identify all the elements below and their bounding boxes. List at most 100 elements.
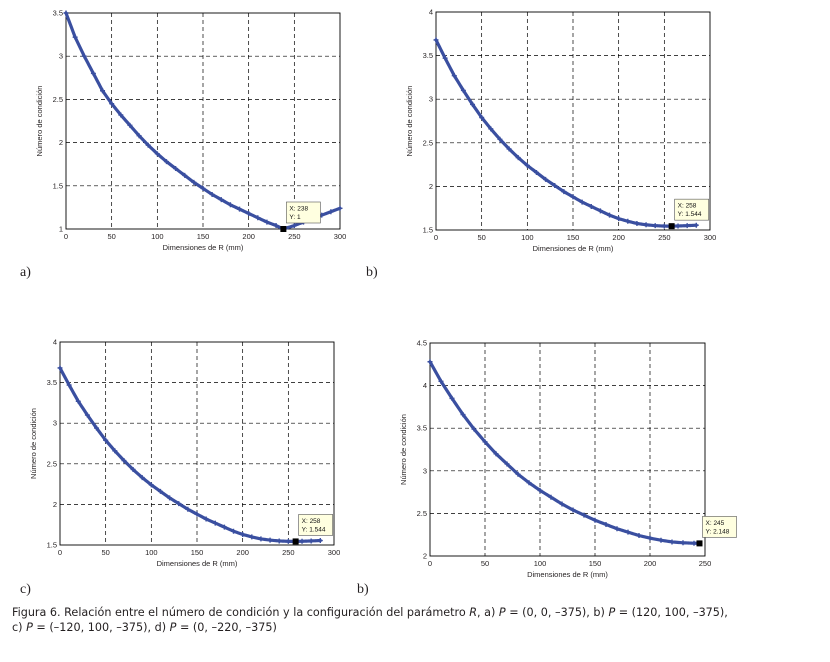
data-point xyxy=(264,219,270,225)
data-point xyxy=(203,516,209,522)
data-point xyxy=(249,534,255,540)
data-point xyxy=(200,185,206,191)
x-tick-label: 0 xyxy=(434,233,438,242)
y-tick-label: 1 xyxy=(59,225,63,234)
data-point xyxy=(691,540,697,546)
data-point xyxy=(136,133,142,139)
data-point xyxy=(148,482,154,488)
data-point xyxy=(533,169,539,175)
data-point xyxy=(121,458,127,464)
data-point xyxy=(427,359,433,365)
datatip-box xyxy=(286,201,321,224)
data-point xyxy=(506,146,512,152)
datatip-y: Y: 2.148 xyxy=(706,528,730,535)
data-point xyxy=(212,520,218,526)
y-tick-label: 3.5 xyxy=(53,9,63,18)
data-point xyxy=(127,122,133,128)
data-point xyxy=(240,531,246,537)
data-point xyxy=(112,448,118,454)
data-point xyxy=(157,488,163,494)
x-tick-label: 100 xyxy=(534,559,547,568)
data-point xyxy=(167,495,173,501)
data-point xyxy=(75,398,81,404)
data-point xyxy=(515,471,521,477)
x-tick-label: 50 xyxy=(101,548,109,557)
data-point xyxy=(661,223,667,229)
x-tick-label: 200 xyxy=(236,548,249,557)
y-tick-label: 3.5 xyxy=(417,424,427,433)
y-tick-label: 2 xyxy=(53,500,57,509)
data-point xyxy=(209,191,215,197)
data-point xyxy=(515,155,521,161)
data-point xyxy=(72,34,78,40)
series-line xyxy=(428,360,702,545)
data-point xyxy=(643,222,649,228)
axes-box xyxy=(65,12,341,230)
data-point xyxy=(176,501,182,507)
data-point xyxy=(482,439,488,445)
y-tick-label: 2 xyxy=(59,138,63,147)
data-point xyxy=(130,466,136,472)
datatip-marker xyxy=(668,223,675,230)
y-tick-label: 3 xyxy=(423,466,427,475)
data-point xyxy=(299,538,305,544)
data-point xyxy=(559,501,565,507)
data-point xyxy=(258,536,264,542)
y-tick-label: 1.5 xyxy=(47,541,57,550)
data-point xyxy=(227,202,233,208)
x-tick-label: 200 xyxy=(612,233,625,242)
data-point xyxy=(100,88,106,94)
data-point xyxy=(647,535,653,541)
data-point xyxy=(570,507,576,513)
data-point xyxy=(543,176,549,182)
y-tick-label: 2 xyxy=(429,182,433,191)
axes-box xyxy=(435,11,711,231)
data-point xyxy=(471,426,477,432)
data-point xyxy=(285,538,291,544)
y-tick-label: 2.5 xyxy=(417,509,427,518)
data-point xyxy=(337,205,343,211)
x-tick-label: 0 xyxy=(428,559,432,568)
data-point xyxy=(267,537,273,543)
data-point xyxy=(693,222,699,228)
x-tick-label: 100 xyxy=(521,233,534,242)
y-tick-label: 3 xyxy=(59,52,63,61)
x-tick-label: 250 xyxy=(658,233,671,242)
datatip-marker xyxy=(292,538,299,545)
x-tick-label: 150 xyxy=(191,548,204,557)
x-axis-label: Dimensiones de R (mm) xyxy=(163,243,244,252)
data-point xyxy=(438,378,444,384)
x-tick-label: 300 xyxy=(328,548,341,557)
data-point xyxy=(163,159,169,165)
x-tick-label: 50 xyxy=(481,559,489,568)
data-point xyxy=(154,151,160,157)
x-axis-label: Dimensiones de R (mm) xyxy=(527,570,608,579)
y-tick-label: 4.5 xyxy=(417,339,427,348)
x-tick-label: 50 xyxy=(477,233,485,242)
datatip-x: X: 258 xyxy=(302,518,321,525)
chart-a: 0 50 100 150 200 250 300 1 1.5 2 2.5 3 3.5 Dimensione… xyxy=(35,9,346,253)
datatip-y: Y: 1 xyxy=(289,214,301,221)
data-point xyxy=(139,475,145,481)
y-axis-label: Número de condición xyxy=(29,408,38,479)
data-point xyxy=(118,112,124,118)
x-tick-label: 150 xyxy=(197,232,210,241)
y-tick-label: 4 xyxy=(53,338,57,347)
data-point xyxy=(603,521,609,527)
data-point xyxy=(255,215,261,221)
data-point xyxy=(451,73,457,79)
data-point xyxy=(185,506,191,512)
panel-label-c: c) xyxy=(20,582,31,597)
data-point xyxy=(145,142,151,148)
y-tick-label: 4 xyxy=(429,8,433,17)
data-point xyxy=(652,223,658,229)
data-point xyxy=(669,539,675,545)
datatip-y: Y: 1.544 xyxy=(302,526,326,533)
y-axis-label: Número de condición xyxy=(405,86,414,157)
x-tick-label: 100 xyxy=(145,548,158,557)
data-point xyxy=(625,218,631,224)
data-point xyxy=(526,480,532,486)
x-tick-label: 300 xyxy=(704,233,717,242)
panel-label-a: a) xyxy=(20,265,31,280)
y-tick-label: 1.5 xyxy=(53,181,63,190)
